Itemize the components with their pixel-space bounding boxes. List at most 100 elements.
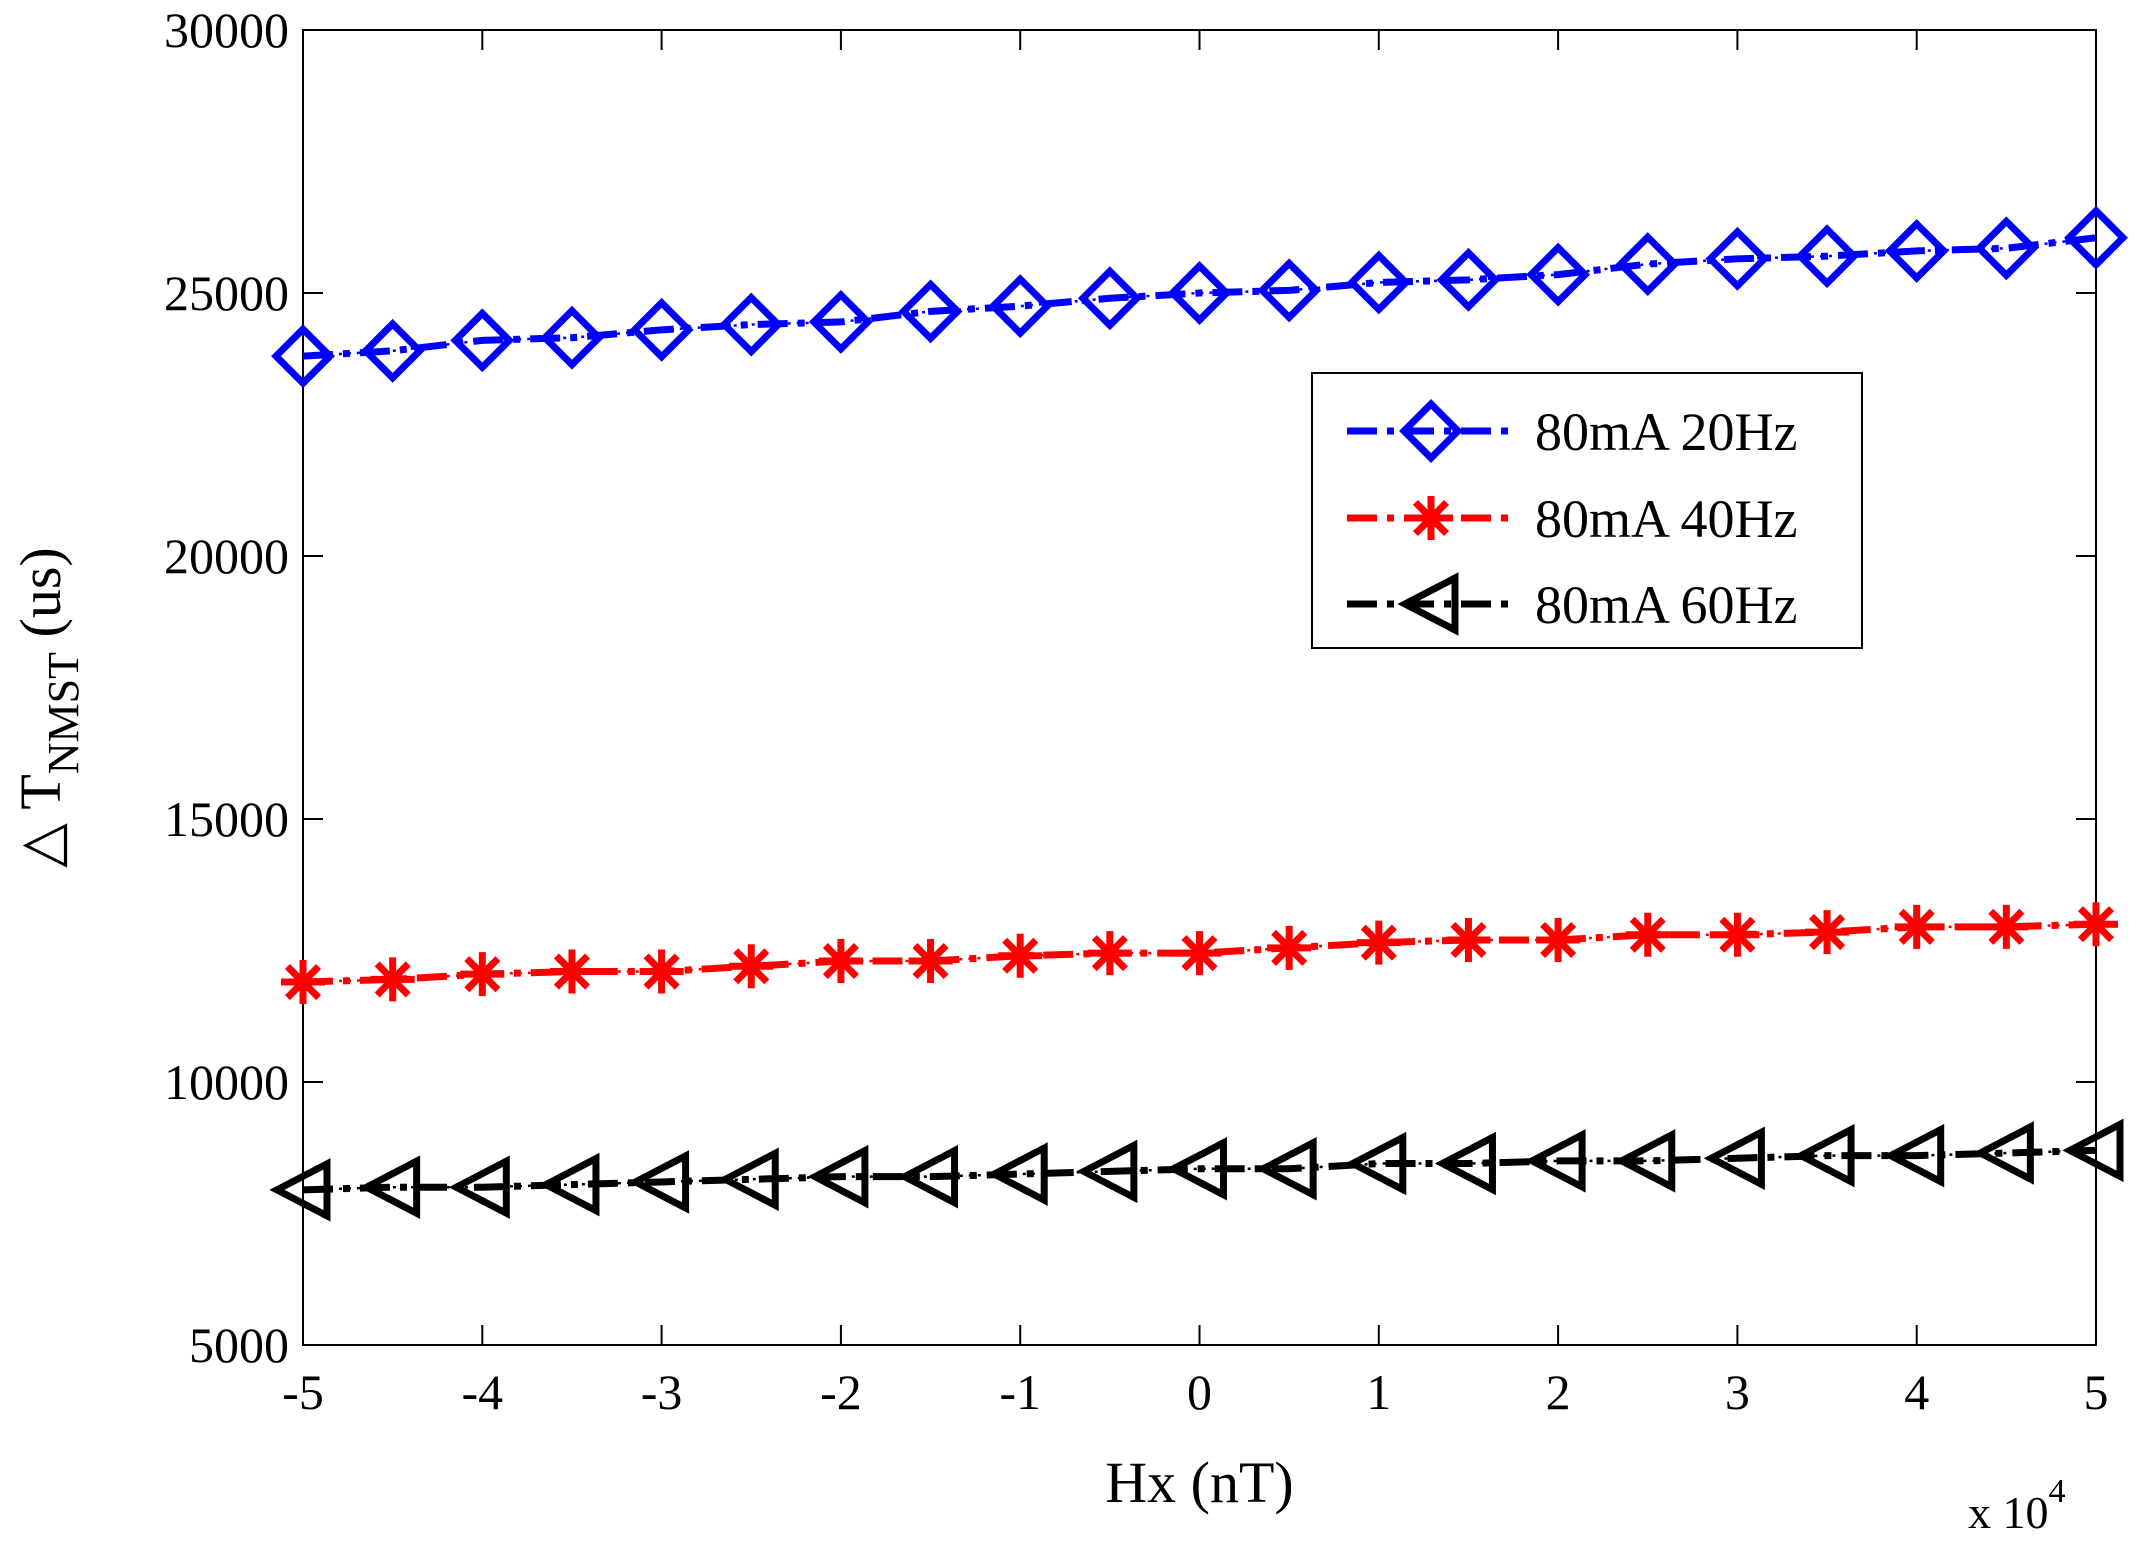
data-point — [1267, 925, 1312, 970]
data-point — [2062, 1118, 2124, 1183]
data-point — [1625, 912, 1670, 957]
data-point — [271, 324, 335, 389]
x-tick-label: 2 — [1546, 1364, 1571, 1420]
x-tick-label: 5 — [2084, 1364, 2109, 1420]
data-point-stroke — [643, 953, 680, 990]
series-1 — [271, 205, 2128, 389]
legend-entry-3: 80mA 60Hz — [1347, 572, 1798, 636]
data-point — [908, 939, 953, 984]
data-point-stroke — [1271, 929, 1308, 966]
axes: -5 -4 -3 -2 -1 0 1 2 3 4 5 5000 10000 15000 20000 25000… — [164, 2, 2109, 1420]
x-axis-exponent-power: 4 — [2049, 1473, 2066, 1510]
data-point — [1805, 910, 1850, 955]
data-point-stroke — [284, 964, 322, 1001]
x-axis-exponent-base: x 10 — [1968, 1487, 2049, 1538]
data-point — [1883, 1123, 1945, 1188]
legend: 80mA 20Hz 80mA 40Hz 80mA 60Hz — [1311, 372, 1863, 649]
data-point — [359, 1155, 421, 1219]
data-point — [1795, 224, 1859, 289]
data-point-stroke — [1360, 924, 1397, 961]
data-point-stroke — [1540, 921, 1577, 959]
data-point — [2064, 205, 2128, 270]
x-axis-label: Hx (nT) — [1105, 1450, 1293, 1515]
x-tick-label: 3 — [1725, 1364, 1750, 1420]
data-point-stroke — [822, 942, 859, 980]
data-point — [1356, 920, 1401, 965]
data-point — [1614, 1129, 1676, 1193]
series-group — [269, 205, 2128, 1222]
data-point — [1703, 1126, 1765, 1191]
data-point — [639, 949, 684, 994]
data-point-stroke — [1898, 908, 1935, 945]
data-point — [370, 957, 415, 1002]
legend-marker-stroke — [1412, 499, 1450, 537]
legend-entry-2: 80mA 40Hz — [1347, 489, 1798, 549]
series-3 — [269, 1118, 2124, 1222]
series-inner-dotted-line — [302, 922, 2097, 984]
data-point-stroke — [1450, 921, 1487, 959]
data-point — [1615, 232, 1680, 297]
data-point — [1087, 931, 1132, 976]
data-point — [1894, 904, 1939, 949]
data-point — [818, 939, 863, 984]
x-tick-label: -1 — [999, 1364, 1041, 1420]
y-axis-label-subscript: NMST — [39, 652, 88, 774]
data-point-stroke — [374, 961, 411, 998]
data-point — [1526, 242, 1591, 307]
data-point-stroke — [1002, 937, 1039, 974]
data-point — [629, 297, 694, 362]
data-point — [538, 1152, 600, 1217]
data-point — [1165, 1137, 1227, 1201]
data-point — [1884, 218, 1949, 283]
data-point — [1257, 258, 1322, 323]
legend-marker — [1397, 572, 1459, 636]
data-point-stroke — [2077, 906, 2115, 943]
series-inner-dotted-line — [302, 236, 2097, 358]
y-tick-label: 10000 — [164, 1054, 289, 1110]
x-tick-label: -5 — [282, 1364, 324, 1420]
legend-marker — [1409, 496, 1453, 540]
data-point — [1715, 912, 1760, 957]
data-point — [988, 274, 1053, 339]
data-point-stroke — [1719, 916, 1756, 953]
data-point — [1345, 1131, 1407, 1196]
data-point — [1972, 1121, 2034, 1185]
data-point — [2074, 902, 2118, 947]
data-point — [998, 933, 1043, 978]
y-tick-label: 25000 — [164, 265, 289, 321]
data-point — [1974, 216, 2039, 281]
x-tick-label: -4 — [461, 1364, 503, 1420]
data-point — [719, 292, 784, 357]
data-point-stroke — [1988, 908, 2025, 945]
data-point — [360, 318, 425, 383]
data-point — [460, 952, 505, 997]
data-point — [540, 305, 604, 370]
data-point — [450, 308, 515, 373]
y-tick-label: 15000 — [164, 791, 289, 847]
data-point — [1536, 917, 1581, 962]
data-point-stroke — [1809, 914, 1846, 951]
data-point — [1705, 226, 1770, 291]
x-tick-label: -3 — [641, 1364, 683, 1420]
data-point-stroke — [1091, 935, 1128, 972]
x-axis-exponent: x 104 — [1968, 1473, 2066, 1538]
data-point-stroke — [1181, 935, 1218, 972]
data-point-stroke — [733, 948, 770, 985]
y-axis-label-prefix: △ T — [8, 774, 73, 868]
x-tick-label: -2 — [820, 1364, 862, 1420]
data-point — [898, 279, 963, 344]
legend-label: 80mA 20Hz — [1535, 402, 1798, 462]
y-tick-label: 20000 — [164, 528, 289, 584]
y-axis-label-suffix: (us) — [8, 547, 73, 652]
data-point — [1446, 917, 1491, 962]
legend-entry-1: 80mA 20Hz — [1347, 399, 1798, 463]
data-point — [281, 960, 325, 1005]
x-tick-label: 1 — [1366, 1364, 1391, 1420]
data-point — [1436, 247, 1501, 312]
data-point — [1524, 1129, 1586, 1193]
data-point — [896, 1144, 959, 1209]
legend-label: 80mA 60Hz — [1535, 575, 1798, 635]
x-tick-label: 0 — [1187, 1364, 1212, 1420]
